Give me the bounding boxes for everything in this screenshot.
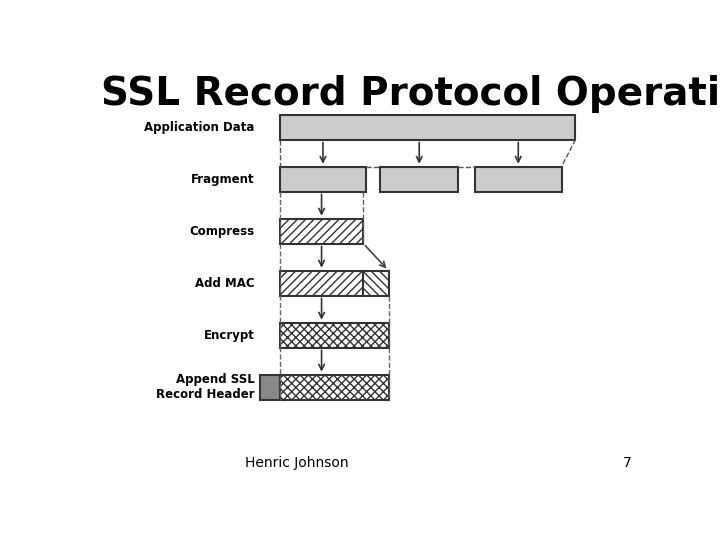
- Bar: [280, 322, 389, 348]
- Text: Compress: Compress: [189, 225, 255, 238]
- Bar: [280, 114, 575, 140]
- Text: Application Data: Application Data: [144, 120, 255, 134]
- Text: SSL Record Protocol Operation: SSL Record Protocol Operation: [101, 75, 720, 113]
- Bar: [280, 219, 364, 244]
- Bar: [280, 375, 389, 400]
- Text: Add MAC: Add MAC: [195, 276, 255, 289]
- Text: Fragment: Fragment: [191, 173, 255, 186]
- Text: 7: 7: [623, 456, 631, 470]
- Bar: [280, 167, 366, 192]
- Bar: [260, 375, 279, 400]
- Bar: [280, 271, 364, 295]
- Text: Append SSL
Record Header: Append SSL Record Header: [156, 373, 255, 401]
- Text: Henric Johnson: Henric Johnson: [245, 456, 348, 470]
- Text: Encrypt: Encrypt: [204, 328, 255, 342]
- Bar: [364, 271, 389, 295]
- Bar: [475, 167, 562, 192]
- Bar: [380, 167, 459, 192]
